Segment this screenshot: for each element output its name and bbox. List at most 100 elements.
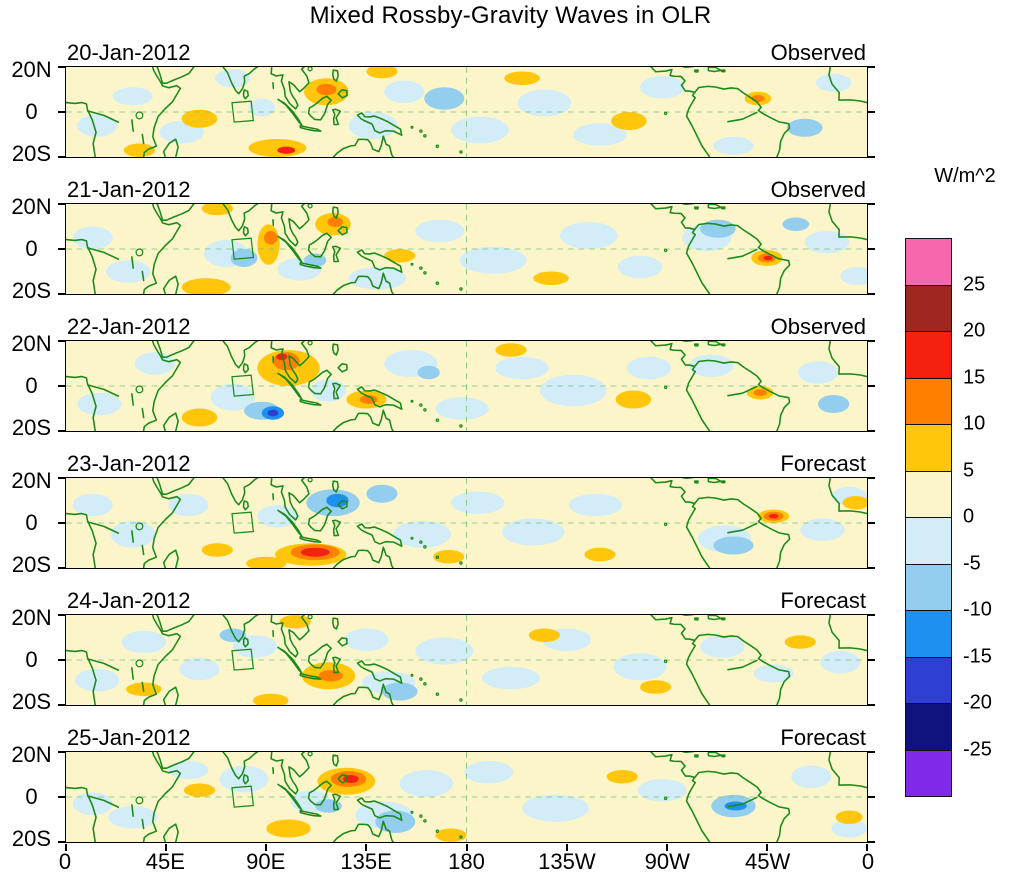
x-tick-label: 45E xyxy=(145,849,185,874)
coastline xyxy=(332,409,394,431)
coastline xyxy=(694,222,791,294)
island-outline xyxy=(435,555,440,559)
anomaly-blob xyxy=(72,493,113,517)
coastline xyxy=(131,393,134,406)
colorbar-tick-label: -5 xyxy=(963,552,981,574)
colorbar-tick-label: 15 xyxy=(963,366,986,388)
colorbar-tick-label: 25 xyxy=(963,273,986,295)
coastline xyxy=(331,245,342,263)
coastline xyxy=(222,752,259,780)
anomaly-blob xyxy=(784,635,816,649)
panel-3-header: 22-Jan-2012 Observed xyxy=(65,314,868,340)
coastline xyxy=(694,69,699,73)
colorbar-block xyxy=(905,331,952,379)
island-outline xyxy=(135,796,144,805)
island-outline xyxy=(459,424,463,428)
island-outline xyxy=(307,204,313,209)
coastline xyxy=(242,363,250,374)
coastline xyxy=(331,793,342,811)
axis-tick xyxy=(58,614,65,616)
coastline xyxy=(707,67,722,73)
coastline xyxy=(277,98,303,127)
axis-tick xyxy=(868,614,875,616)
anomaly-blob xyxy=(713,136,754,155)
coastline xyxy=(694,480,699,484)
coastline xyxy=(86,247,120,260)
axis-tick xyxy=(868,340,875,342)
island-outline xyxy=(419,814,423,818)
coastline xyxy=(156,67,195,84)
coastline xyxy=(707,752,722,758)
panel-date: 20-Jan-2012 xyxy=(67,40,191,65)
coastline xyxy=(142,615,182,705)
coastline xyxy=(131,119,134,132)
island-outline xyxy=(410,262,414,266)
anomaly-blob xyxy=(606,770,638,784)
coastline xyxy=(277,509,303,538)
coastline xyxy=(141,407,145,419)
coastline xyxy=(337,774,348,784)
axis-tick xyxy=(868,293,875,295)
coastline xyxy=(66,786,97,842)
anomaly-blob xyxy=(121,630,167,654)
coastline xyxy=(307,232,332,258)
island-outline xyxy=(307,615,313,620)
island-outline xyxy=(410,810,414,814)
anomaly-blob xyxy=(183,783,216,797)
coastline xyxy=(694,359,791,431)
x-tick-label: 180 xyxy=(448,849,485,874)
axis-tick xyxy=(868,66,875,68)
coastline xyxy=(86,110,120,123)
anomaly-blob xyxy=(640,680,672,694)
axis-tick xyxy=(58,111,65,113)
island-outline xyxy=(663,248,668,253)
y-tick-label: 20N xyxy=(11,194,52,219)
coastline xyxy=(337,89,348,99)
anomaly-blob xyxy=(384,80,425,103)
anomaly-blob xyxy=(384,249,416,263)
coastline xyxy=(222,341,259,369)
coastline xyxy=(720,69,726,73)
coastline xyxy=(141,818,145,830)
anomaly-blob xyxy=(381,682,418,701)
colorbar-tick-label: 10 xyxy=(963,412,986,435)
coastline xyxy=(86,795,120,808)
anomaly-blob xyxy=(517,89,572,117)
axis-tick xyxy=(58,841,65,843)
island-outline xyxy=(663,522,668,527)
coastline xyxy=(141,270,145,282)
anomaly-blob xyxy=(502,518,565,546)
anomaly-blob xyxy=(399,770,454,797)
coastline xyxy=(331,108,342,126)
coastline xyxy=(277,372,303,401)
island-outline xyxy=(419,266,423,270)
anomaly-blob xyxy=(522,794,589,822)
anomaly-blob xyxy=(700,635,745,658)
coastline xyxy=(142,752,182,842)
coastline xyxy=(141,544,145,556)
axis-tick xyxy=(58,659,65,661)
coastline xyxy=(307,95,332,121)
anomaly-blob xyxy=(310,379,347,402)
anomaly-blob xyxy=(264,231,278,245)
island-outline xyxy=(419,677,423,681)
axis-tick xyxy=(868,522,875,524)
contour-map xyxy=(66,341,867,431)
coastline xyxy=(141,681,145,693)
colorbar-block xyxy=(905,703,952,751)
anomaly-blob xyxy=(459,246,527,274)
x-tick-label: 0 xyxy=(861,849,875,874)
x-tick-label: 135W xyxy=(538,849,596,874)
coastline xyxy=(66,375,97,431)
coastline xyxy=(650,204,711,294)
axis-tick xyxy=(165,844,168,851)
axis-tick xyxy=(868,841,875,843)
y-tick-label: 20S xyxy=(11,141,52,166)
anomaly-blob xyxy=(219,628,247,642)
anomaly-blob xyxy=(393,520,451,548)
anomaly-blob xyxy=(753,389,767,397)
coastline xyxy=(156,204,195,221)
panel-mode-label: Observed xyxy=(770,40,866,65)
colorbar-block xyxy=(905,563,952,611)
axis-tick xyxy=(868,704,875,706)
